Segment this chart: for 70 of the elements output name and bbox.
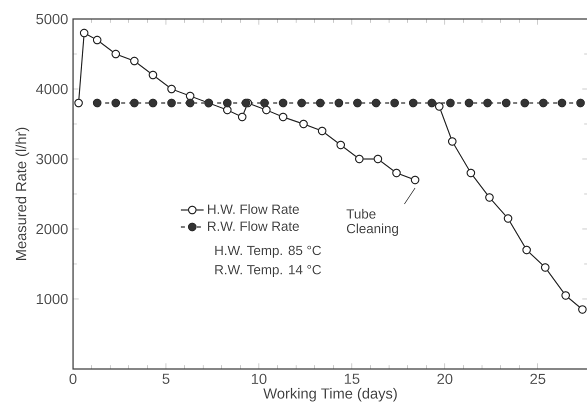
point — [222, 106, 232, 114]
x-tick-label: 0 — [69, 374, 76, 384]
x-tick-label: 20 — [437, 374, 452, 384]
point — [318, 126, 326, 136]
point — [148, 98, 158, 108]
point — [464, 98, 474, 108]
point — [410, 176, 420, 184]
point — [427, 98, 436, 108]
annotation: H.W. Temp. 85 °C — [215, 246, 322, 258]
point — [353, 98, 362, 108]
point — [392, 168, 401, 178]
point — [466, 168, 476, 178]
point — [446, 98, 455, 108]
y-tick-label: 5000 — [36, 14, 68, 24]
point — [186, 98, 194, 108]
x-axis-title: Working Time (days) — [263, 388, 397, 402]
x-tick-label: 5 — [162, 374, 170, 384]
y-tick-label: 1000 — [36, 294, 68, 304]
point — [238, 112, 247, 122]
point — [539, 98, 548, 108]
point — [540, 263, 550, 272]
point — [297, 98, 306, 108]
y-tick-label: 2000 — [36, 224, 68, 234]
x-tick-label: 25 — [530, 374, 546, 384]
point — [92, 36, 102, 44]
point — [278, 112, 288, 122]
point — [167, 98, 176, 108]
point — [148, 70, 158, 80]
point — [186, 92, 194, 100]
point — [74, 98, 83, 108]
point — [576, 98, 585, 108]
y-axis-title: Measured Rate (l/hr) — [16, 128, 30, 260]
point — [111, 98, 120, 108]
point — [502, 98, 511, 108]
point — [167, 84, 176, 94]
point — [354, 154, 364, 164]
legend-label: R.W. Flow Rate — [208, 221, 299, 231]
point — [504, 214, 512, 223]
point — [299, 120, 308, 128]
point — [260, 98, 269, 108]
point — [278, 98, 288, 108]
point — [372, 98, 380, 108]
point — [334, 98, 344, 108]
point — [336, 140, 346, 150]
annotation: Tube Cleaning — [346, 208, 398, 236]
point — [111, 50, 120, 58]
point — [558, 98, 566, 108]
point — [92, 98, 102, 108]
point — [408, 98, 418, 108]
point — [483, 98, 492, 108]
point — [434, 102, 444, 111]
y-tick-label: 4000 — [36, 84, 68, 94]
point — [130, 56, 139, 66]
x-tick-label: 10 — [252, 374, 266, 384]
point — [485, 193, 494, 202]
point — [80, 28, 88, 38]
point — [561, 291, 570, 300]
y-tick-label: 3000 — [36, 154, 68, 164]
point — [222, 98, 232, 108]
x-tick-label: 15 — [344, 374, 360, 384]
point — [262, 106, 271, 114]
annotation: R.W. Temp. 14 °C — [215, 264, 322, 278]
point — [130, 98, 139, 108]
legend-label: H.W. Flow Rate — [208, 204, 299, 214]
point — [390, 98, 399, 108]
point — [316, 98, 325, 108]
point — [520, 98, 530, 108]
point — [448, 137, 457, 146]
point — [522, 246, 531, 254]
point — [374, 154, 382, 164]
